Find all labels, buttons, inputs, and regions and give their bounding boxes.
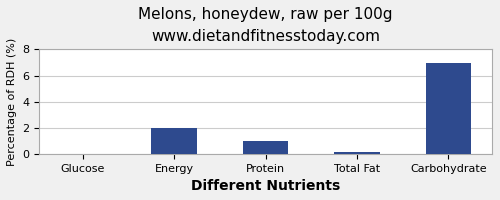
Title: Melons, honeydew, raw per 100g
www.dietandfitnesstoday.com: Melons, honeydew, raw per 100g www.dieta… xyxy=(138,7,393,44)
Bar xyxy=(243,141,288,154)
Bar xyxy=(334,152,380,154)
Bar xyxy=(152,128,197,154)
Y-axis label: Percentage of RDH (%): Percentage of RDH (%) xyxy=(7,38,17,166)
Bar xyxy=(426,63,472,154)
X-axis label: Different Nutrients: Different Nutrients xyxy=(191,179,340,193)
